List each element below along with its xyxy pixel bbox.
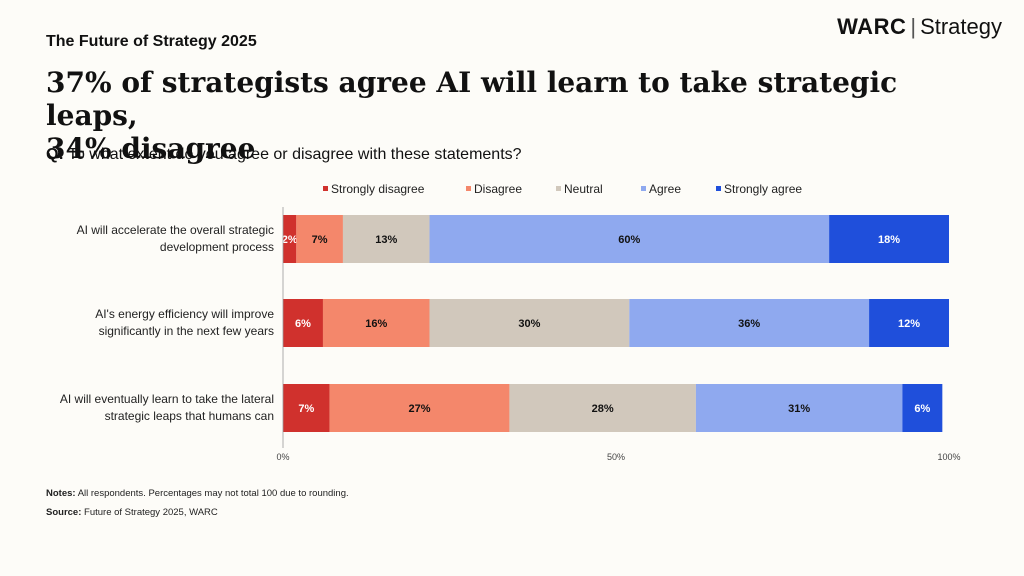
notes-line: Notes: All respondents. Percentages may …: [46, 488, 349, 499]
data-label: 60%: [618, 234, 640, 246]
bar-segment-strongly-agree: [902, 384, 943, 432]
report-kicker: The Future of Strategy 2025: [46, 33, 257, 50]
legend-swatch: [323, 186, 328, 192]
legend-item-strongly-disagree: Strongly disagree: [323, 182, 424, 196]
data-label: 31%: [788, 403, 810, 415]
legend-label: Neutral: [564, 182, 603, 196]
brand-logo: WARC | Strategy: [837, 14, 1002, 40]
x-tick-label: 50%: [607, 452, 625, 462]
brand-name: WARC: [837, 14, 907, 39]
data-label: 18%: [878, 234, 900, 246]
bar-segment-disagree: [296, 215, 343, 263]
survey-question: Q: To what extent do you agree or disagr…: [46, 146, 522, 164]
brand-separator: |: [910, 14, 917, 39]
category-label: AI will accelerate the overall strategic…: [76, 223, 274, 254]
legend-swatch: [466, 186, 471, 192]
bar-segment-disagree: [329, 384, 510, 432]
legend-swatch: [641, 186, 646, 192]
data-label: 16%: [365, 318, 387, 330]
legend-item-disagree: Disagree: [466, 182, 522, 196]
bar-segment-agree: [695, 384, 903, 432]
legend-label: Agree: [649, 182, 682, 196]
brand-product: Strategy: [920, 14, 1002, 39]
data-label: 36%: [738, 318, 760, 330]
bar-segment-strongly-disagree: [283, 299, 323, 347]
data-label: 13%: [375, 234, 397, 246]
legend-label: Strongly agree: [724, 182, 803, 196]
chart-legend: Strongly disagree Disagree Neutral Agree Str…: [280, 182, 960, 200]
data-label: 12%: [898, 318, 920, 330]
bar-segment-strongly-agree: [829, 215, 949, 263]
bar-segment-agree: [629, 299, 870, 347]
legend-label: Strongly disagree: [331, 182, 425, 196]
data-label: 28%: [592, 403, 614, 415]
category-label: AI's energy efficiency will improve signi…: [95, 307, 274, 338]
data-label: 6%: [914, 403, 930, 415]
question-prefix: Q:: [46, 146, 64, 163]
chart-footnotes: Notes: All respondents. Percentages may …: [46, 484, 349, 522]
data-label: 30%: [518, 318, 540, 330]
legend-item-neutral: Neutral: [556, 182, 603, 196]
question-text: To what extent do you agree or disagree …: [67, 146, 522, 163]
headline-line-2: 34% disagree: [46, 132, 256, 165]
bar-segment-neutral: [429, 299, 630, 347]
bar-segment-disagree: [322, 299, 430, 347]
data-label: 7%: [312, 234, 328, 246]
bar-segment-strongly-disagree: [283, 384, 330, 432]
source-line: Source: Future of Strategy 2025, WARC: [46, 507, 218, 518]
x-tick-label: 0%: [276, 452, 289, 462]
legend-item-agree: Agree: [641, 182, 681, 196]
bar-segment-neutral: [342, 215, 430, 263]
data-label: 7%: [298, 403, 314, 415]
data-label: 27%: [409, 403, 431, 415]
x-tick-label: 100%: [937, 452, 960, 462]
bar-segment-agree: [429, 215, 830, 263]
category-label: AI will eventually learn to take the lat…: [59, 392, 274, 423]
legend-item-strongly-agree: Strongly agree: [716, 182, 802, 196]
data-label: 6%: [295, 318, 311, 330]
headline-line-1: 37% of strategists agree AI will learn t…: [46, 66, 898, 132]
bar-segment-strongly-agree: [869, 299, 949, 347]
legend-swatch: [556, 186, 561, 192]
legend-swatch: [716, 186, 721, 192]
bar-segment-neutral: [509, 384, 696, 432]
data-label: 2%: [282, 234, 298, 246]
legend-label: Disagree: [474, 182, 523, 196]
chart-headline: 37% of strategists agree AI will learn t…: [46, 66, 946, 165]
bar-segment-strongly-disagree: [283, 215, 297, 263]
